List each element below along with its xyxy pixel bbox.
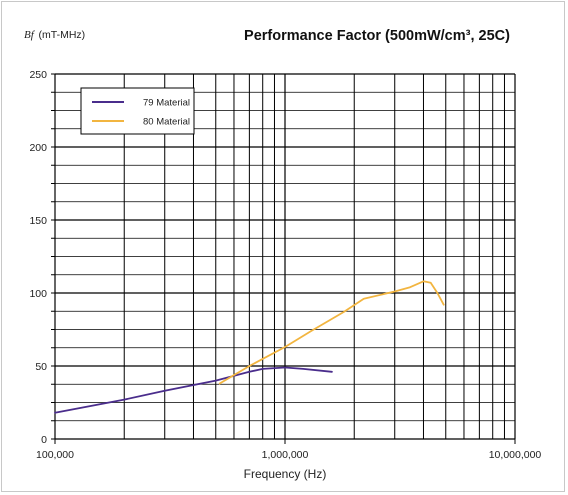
legend-label-80-material: 80 Material [143,117,190,128]
y-tick-label: 50 [35,361,47,373]
y-tick-label: 250 [29,69,47,81]
y-axis-unit: (mT-MHz) [39,29,86,41]
79-material-line [54,366,333,414]
x-axis-label: Frequency (Hz) [244,467,327,481]
x-tick-label: 100,000 [36,449,74,461]
axes: 0 50 100 150 200 250 100,000 1,000,000 10,000,00… [29,69,541,461]
chart-title: Performance Factor (500mW/cm³, 25C) [244,28,510,44]
80-material-line [218,280,445,385]
y-axis-label: Bf (mT-MHz) [24,29,85,41]
x-tick-label: 10,000,000 [489,449,542,461]
legend: 79 Material 80 Material [80,87,195,135]
legend-label-79-material: 79 Material [143,98,190,109]
y-tick-label: 150 [29,215,47,227]
y-tick-label: 100 [29,288,47,300]
y-tick-label: 0 [41,434,47,446]
y-axis-variable: Bf [24,29,36,41]
x-tick-label: 1,000,000 [262,449,309,461]
y-tick-label: 200 [29,142,47,154]
series-lines [54,280,445,414]
legend-box [80,87,195,135]
